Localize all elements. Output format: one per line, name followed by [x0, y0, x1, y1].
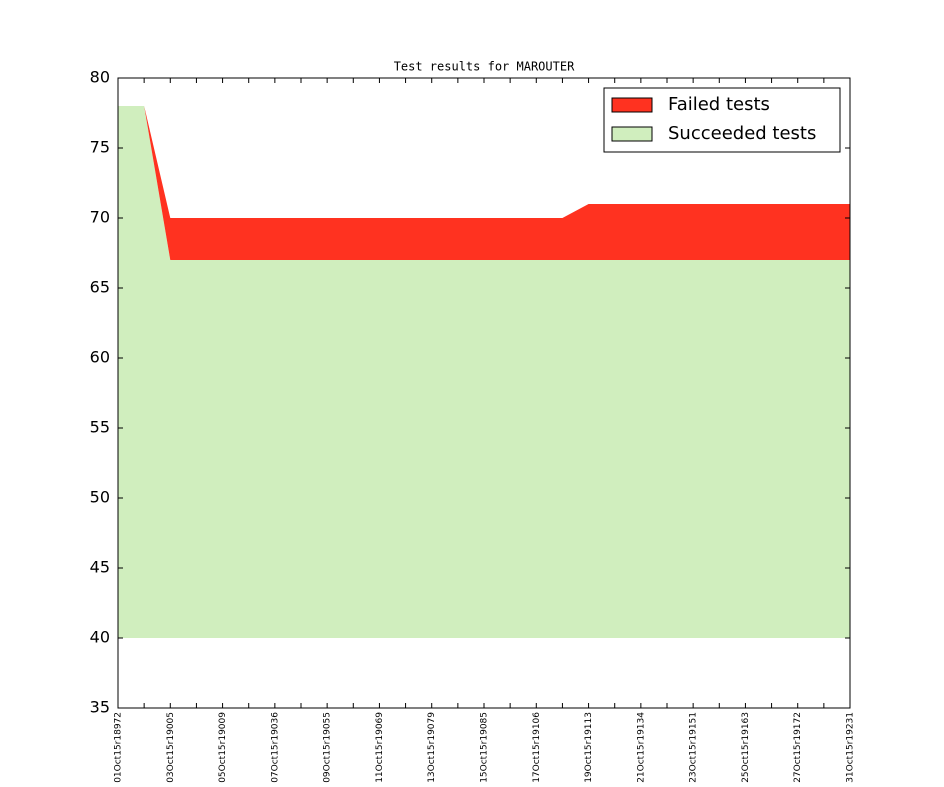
y-tick-label: 45 [90, 558, 110, 577]
y-tick-label: 80 [90, 68, 110, 87]
x-tick-label: 13Oct15r19079 [427, 712, 437, 783]
legend: Failed tests Succeeded tests [603, 87, 841, 153]
x-tick-label: 19Oct15r19113 [584, 712, 594, 783]
x-tick-label: 23Oct15r19151 [689, 712, 699, 783]
y-tick-label: 55 [90, 418, 110, 437]
chart-title: Test results for MAROUTER [394, 60, 575, 74]
y-tick-label: 40 [90, 628, 110, 647]
x-tick-label: 21Oct15r19134 [636, 712, 646, 783]
x-tick-label: 15Oct15r19085 [480, 712, 490, 783]
x-tick-label: 01Oct15r18972 [114, 712, 124, 783]
x-tick-label: 03Oct15r19005 [166, 712, 176, 783]
area [118, 106, 850, 638]
x-tick-label: 09Oct15r19055 [323, 712, 333, 783]
x-tick-label: 27Oct15r19172 [793, 712, 803, 783]
x-tick-label: 05Oct15r19009 [218, 712, 228, 783]
legend-label: Failed tests [668, 94, 770, 115]
x-tick-label: 17Oct15r19106 [532, 712, 542, 783]
x-tick-label: 11Oct15r19069 [375, 712, 385, 783]
x-tick-label: 25Oct15r19163 [741, 712, 751, 783]
y-tick-label: 35 [90, 698, 110, 717]
legend-label: Succeeded tests [668, 123, 816, 144]
y-tick-label: 60 [90, 348, 110, 367]
x-tick-label: 31Oct15r19231 [846, 712, 856, 783]
y-tick-label: 70 [90, 208, 110, 227]
legend-swatch [611, 126, 653, 142]
y-tick-label: 75 [90, 138, 110, 157]
area [118, 106, 850, 260]
y-tick-label: 65 [90, 278, 110, 297]
y-tick-label: 50 [90, 488, 110, 507]
x-tick-label: 07Oct15r19036 [270, 712, 280, 783]
legend-swatch [611, 97, 653, 113]
